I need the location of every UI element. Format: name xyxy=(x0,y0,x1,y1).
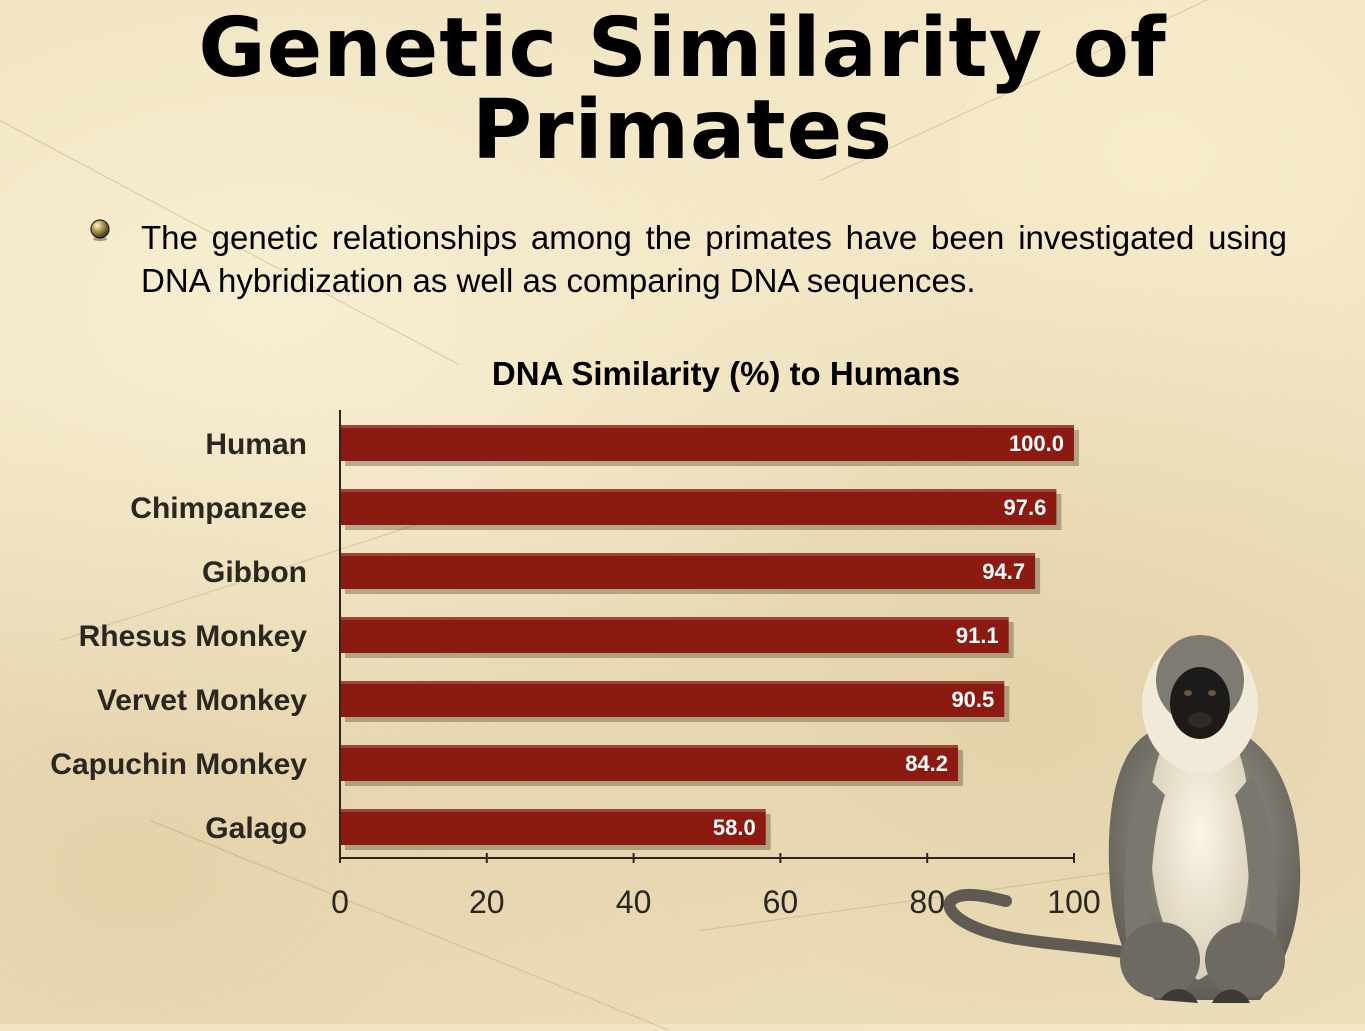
value-label: 91.1 xyxy=(956,623,999,648)
value-label: 84.2 xyxy=(905,751,948,776)
bullet-orb-icon xyxy=(90,219,110,241)
bar-highlight xyxy=(340,489,1057,492)
bar-highlight xyxy=(340,425,1074,428)
value-label: 90.5 xyxy=(951,687,994,712)
x-tick-label: 40 xyxy=(616,884,652,920)
bar xyxy=(340,425,1074,461)
category-label: Vervet Monkey xyxy=(97,684,307,717)
category-label: Human xyxy=(205,428,307,461)
bar xyxy=(340,681,1005,717)
category-label: Rhesus Monkey xyxy=(79,620,308,653)
bullet-text: The genetic relationships among the prim… xyxy=(141,219,1287,299)
bar xyxy=(340,809,766,845)
value-label: 94.7 xyxy=(982,559,1025,584)
bar-highlight xyxy=(340,553,1036,556)
x-tick-label: 20 xyxy=(469,884,505,920)
x-tick-label: 80 xyxy=(909,884,945,920)
bar-highlight xyxy=(340,809,766,812)
value-label: 97.6 xyxy=(1004,495,1047,520)
x-tick-label: 0 xyxy=(331,884,349,920)
bar xyxy=(340,745,959,781)
bar xyxy=(340,617,1009,653)
bar-highlight xyxy=(340,681,1005,684)
vervet-monkey-illustration xyxy=(943,635,1301,1003)
bar-highlight xyxy=(340,745,959,748)
bar xyxy=(340,489,1057,525)
bar-highlight xyxy=(340,617,1009,620)
chart-title: DNA Similarity (%) to Humans xyxy=(491,355,961,392)
category-label: Capuchin Monkey xyxy=(50,748,307,781)
category-label: Chimpanzee xyxy=(130,492,307,525)
x-tick-label: 100 xyxy=(1047,884,1100,920)
x-tick-label: 60 xyxy=(763,884,799,920)
category-label: Galago xyxy=(205,812,307,845)
slide-title: Genetic Similarity of Primates xyxy=(198,1,1167,178)
value-label: 100.0 xyxy=(1009,431,1064,456)
bar xyxy=(340,553,1036,589)
category-label: Gibbon xyxy=(202,556,307,589)
value-label: 58.0 xyxy=(713,815,756,840)
bar-chart: Human 100.0 Chimpanzee 97.6 Gibbon 94.7 Rhesus… xyxy=(50,410,1101,920)
